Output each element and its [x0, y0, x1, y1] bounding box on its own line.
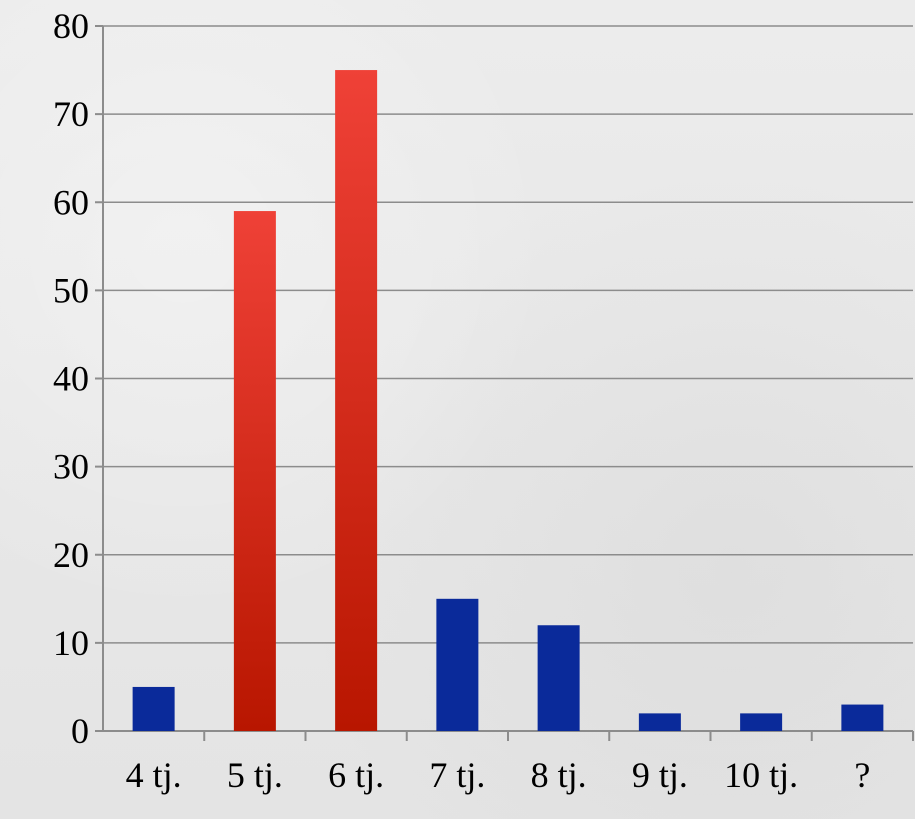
- bar-2: [233, 211, 276, 731]
- bar-7: [740, 713, 783, 731]
- y-tick-label: 60: [53, 182, 89, 222]
- x-tick-label: 4 tj.: [126, 755, 182, 795]
- x-tick-label: 10 tj.: [724, 755, 798, 795]
- grid-lines: [103, 25, 913, 644]
- bar-1: [132, 686, 175, 731]
- y-tick-label: 40: [53, 359, 89, 399]
- x-tick-label: ?: [854, 755, 870, 795]
- y-tick-label: 0: [71, 711, 89, 751]
- bar-6: [638, 713, 681, 731]
- bar-3: [335, 70, 378, 731]
- bar-8: [841, 704, 884, 731]
- bars: [132, 70, 884, 731]
- y-tick-label: 80: [53, 6, 89, 46]
- y-tick-label: 10: [53, 623, 89, 663]
- x-tick-label: 9 tj.: [632, 755, 688, 795]
- x-tick-label: 6 tj.: [328, 755, 384, 795]
- bar-5: [537, 625, 580, 731]
- x-tick-labels: 4 tj. 5 tj. 6 tj. 7 tj. 8 tj. 9 tj. 10 tj.?: [126, 755, 871, 795]
- x-tick-label: 7 tj.: [429, 755, 485, 795]
- bar-4: [436, 598, 479, 731]
- y-tick-label: 70: [53, 94, 89, 134]
- y-tick-label: 50: [53, 270, 89, 310]
- y-tick-label: 30: [53, 447, 89, 487]
- axes: [95, 25, 914, 741]
- x-tick-label: 5 tj.: [227, 755, 283, 795]
- x-tick-label: 8 tj.: [531, 755, 587, 795]
- y-tick-labels: 0 10 20 30 40 50 60 70 80: [53, 6, 89, 751]
- y-tick-label: 20: [53, 535, 89, 575]
